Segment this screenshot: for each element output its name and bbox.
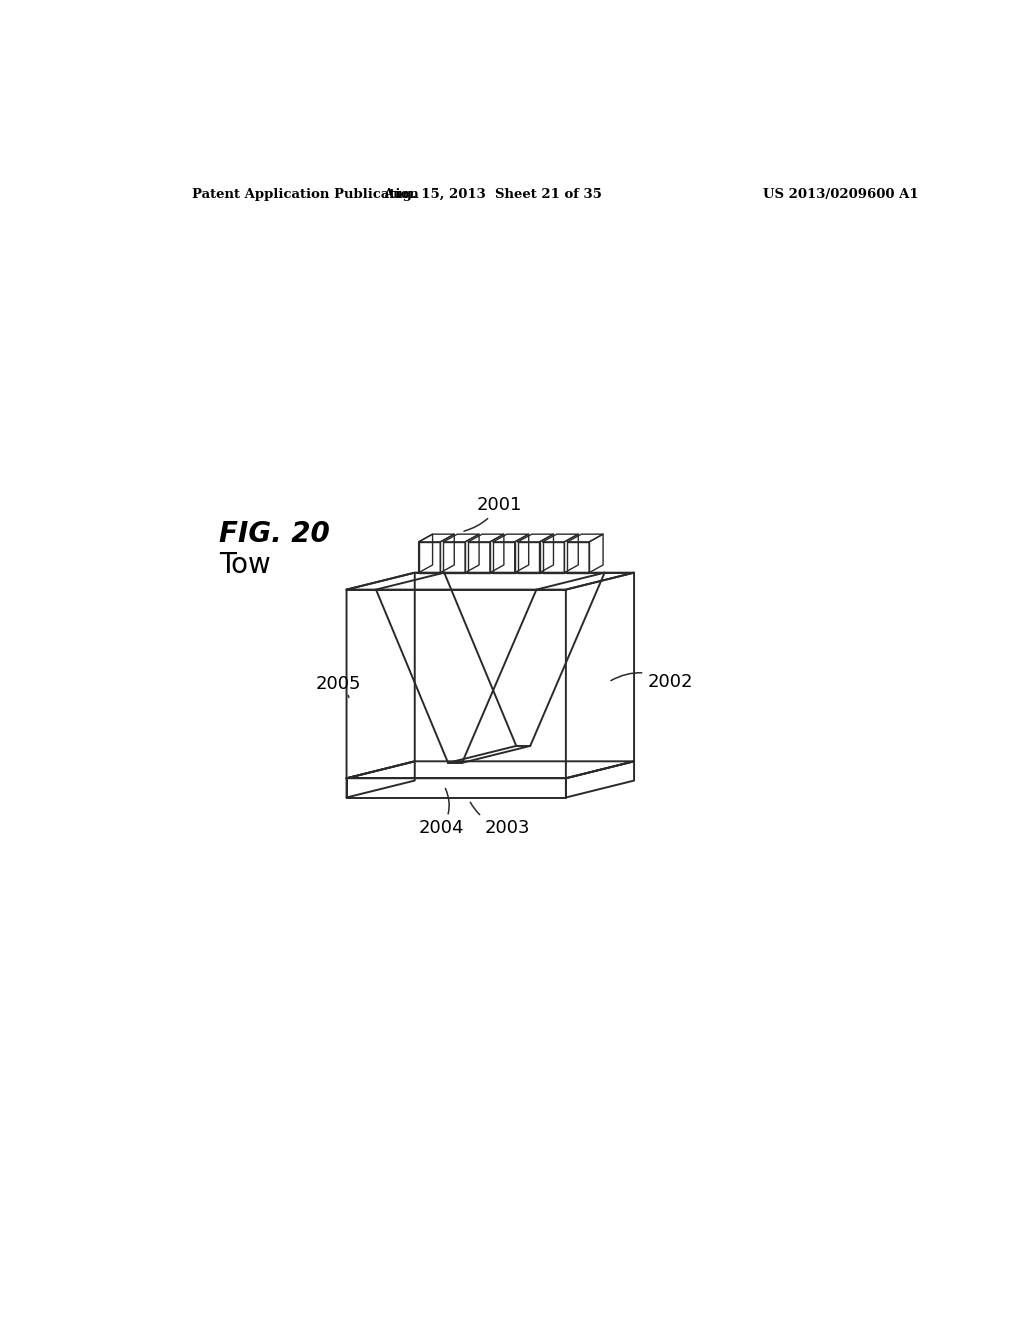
Text: Aug. 15, 2013  Sheet 21 of 35: Aug. 15, 2013 Sheet 21 of 35 — [383, 189, 602, 202]
Text: Patent Application Publication: Patent Application Publication — [191, 189, 418, 202]
Text: Tow: Tow — [219, 550, 271, 579]
Text: 2004: 2004 — [419, 788, 464, 837]
Text: 2005: 2005 — [315, 675, 361, 697]
Text: 2003: 2003 — [470, 803, 530, 837]
Text: US 2013/0209600 A1: US 2013/0209600 A1 — [763, 189, 919, 202]
Text: 2002: 2002 — [611, 673, 693, 690]
Text: FIG. 20: FIG. 20 — [219, 520, 330, 549]
Text: 2001: 2001 — [464, 496, 522, 531]
